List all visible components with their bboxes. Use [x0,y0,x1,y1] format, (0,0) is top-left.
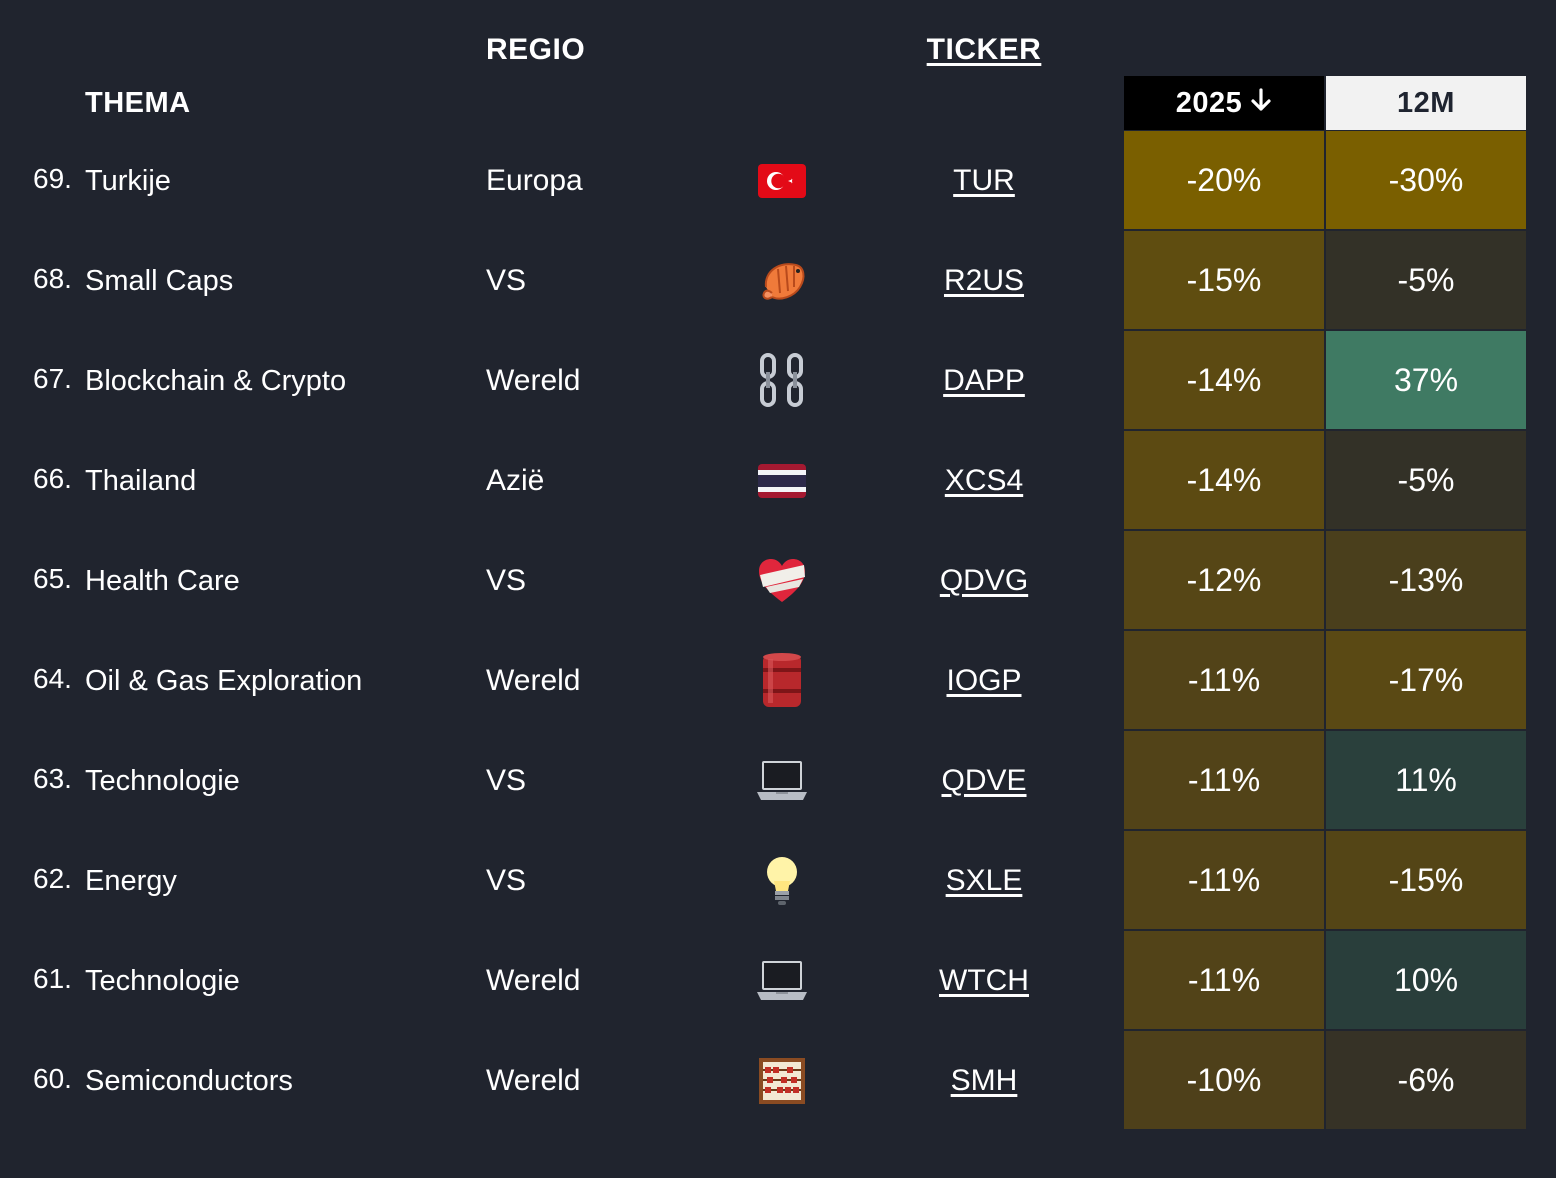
thema-name: Blockchain & Crypto [85,364,347,397]
light-bulb-icon [752,831,812,931]
thema-name: Oil & Gas Exploration [85,664,363,697]
thema-name: Energy [85,864,177,897]
thema-name: Thailand [85,464,197,497]
shrimp-icon [752,231,812,331]
header-ticker[interactable]: TICKER [926,33,1042,66]
ytd-2025-cell: -11% [1124,631,1324,729]
header-thema[interactable]: THEMA [85,86,191,119]
ticker-link[interactable]: DAPP [943,364,1025,397]
ytd-2025-cell: -12% [1124,531,1324,629]
rank-number: 64. [33,663,72,694]
ticker-link[interactable]: QDVE [941,764,1027,797]
regio-cell: Europa [486,164,583,197]
table-row: 64. Oil & Gas Exploration Wereld IOGP -1… [0,631,1556,731]
regio-cell: Wereld [486,664,581,697]
rank-number: 60. [33,1063,72,1094]
rank-number: 63. [33,763,72,794]
turkey-flag-icon [752,131,812,231]
regio-cell: VS [486,864,527,897]
table-row: 68. Small Caps VS R2US -15% -5% [0,231,1556,331]
thema-cell: 65. Health Care [33,531,240,631]
return-12m-cell: -30% [1326,131,1526,229]
ticker-link[interactable]: QDVG [939,564,1029,597]
return-12m-cell: -13% [1326,531,1526,629]
thema-cell: 66. Thailand [33,431,196,531]
table-row: 65. Health Care VS QDVG -12% -13% [0,531,1556,631]
thema-cell: 69. Turkije [33,131,171,231]
regio-cell: Azië [486,464,545,497]
thema-cell: 68. Small Caps [33,231,233,331]
ticker-link[interactable]: SXLE [945,864,1023,897]
regio-cell: VS [486,564,527,597]
thema-name: Technologie [85,964,240,997]
thema-name: Turkije [85,164,171,197]
thema-cell: 64. Oil & Gas Exploration [33,631,362,731]
return-12m-cell: -6% [1326,1031,1526,1129]
thema-name: Semiconductors [85,1064,293,1097]
rank-number: 66. [33,463,72,494]
ytd-2025-cell: -20% [1124,131,1324,229]
thailand-flag-icon [752,431,812,531]
regio-cell: VS [486,264,527,297]
ticker-link[interactable]: WTCH [939,964,1029,997]
return-12m-cell: 10% [1326,931,1526,1029]
table-row: 63. Technologie VS QDVE -11% 11% [0,731,1556,831]
chain-icon [752,331,812,431]
thema-name: Small Caps [85,264,234,297]
regio-cell: VS [486,764,527,797]
oil-drum-icon [752,631,812,731]
header-2025-sorted[interactable]: 2025 [1124,76,1324,130]
ytd-2025-cell: -11% [1124,931,1324,1029]
rank-number: 61. [33,963,72,994]
bandaged-heart-icon [752,531,812,631]
arrow-down-icon [1250,87,1272,119]
header-regio[interactable]: REGIO [486,33,586,66]
rank-number: 68. [33,263,72,294]
thema-cell: 63. Technologie [33,731,240,831]
ticker-link[interactable]: SMH [950,1064,1018,1097]
rank-number: 67. [33,363,72,394]
thema-cell: 62. Energy [33,831,177,931]
ticker-link[interactable]: XCS4 [944,464,1024,497]
return-12m-cell: -15% [1326,831,1526,929]
ytd-2025-cell: -11% [1124,831,1324,929]
return-12m-cell: -5% [1326,431,1526,529]
laptop-icon [752,731,812,831]
thema-name: Health Care [85,564,240,597]
rank-number: 62. [33,863,72,894]
ytd-2025-cell: -15% [1124,231,1324,329]
thema-name: Technologie [85,764,240,797]
return-12m-cell: 11% [1326,731,1526,829]
thema-cell: 60. Semiconductors [33,1031,293,1131]
table-row: 61. Technologie Wereld WTCH -11% 10% [0,931,1556,1031]
ticker-link[interactable]: TUR [953,164,1015,197]
header-2025-label: 2025 [1175,86,1243,119]
return-12m-cell: -5% [1326,231,1526,329]
ticker-link[interactable]: R2US [943,264,1025,297]
table-row: 62. Energy VS SXLE -11% -15% [0,831,1556,931]
table-row: 60. Semiconductors Wereld SMH -10% -6% [0,1031,1556,1131]
ticker-link[interactable]: IOGP [946,664,1022,697]
ytd-2025-cell: -10% [1124,1031,1324,1129]
abacus-icon [752,1031,812,1131]
thema-cell: 67. Blockchain & Crypto [33,331,346,431]
rank-number: 65. [33,563,72,594]
laptop-icon [752,931,812,1031]
regio-cell: Wereld [486,364,581,397]
return-12m-cell: -17% [1326,631,1526,729]
regio-cell: Wereld [486,964,581,997]
table-row: 67. Blockchain & Crypto Wereld DAPP -14%… [0,331,1556,431]
ytd-2025-cell: -11% [1124,731,1324,829]
rank-number: 69. [33,163,72,194]
table-row: 66. Thailand Azië XCS4 -14% -5% [0,431,1556,531]
regio-cell: Wereld [486,1064,581,1097]
return-12m-cell: 37% [1326,331,1526,429]
ytd-2025-cell: -14% [1124,331,1324,429]
thema-cell: 61. Technologie [33,931,240,1031]
ytd-2025-cell: -14% [1124,431,1324,529]
table-row: 69. Turkije Europa TUR -20% -30% [0,131,1556,231]
header-12m[interactable]: 12M [1326,76,1526,130]
